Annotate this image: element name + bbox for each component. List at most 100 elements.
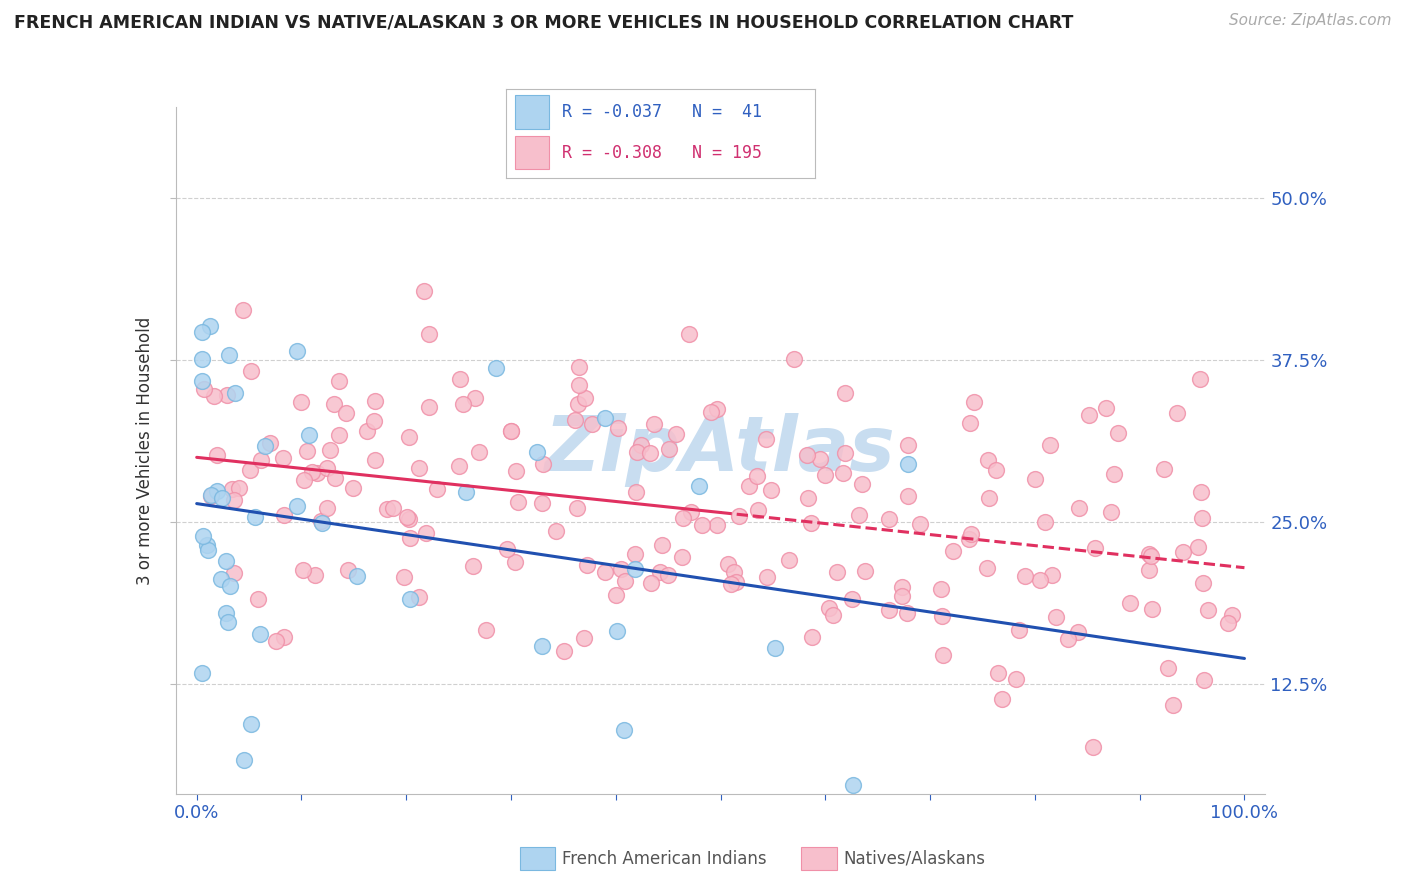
Point bbox=[544, 524, 567, 538]
Point bbox=[1187, 541, 1209, 555]
Point bbox=[309, 515, 332, 529]
Point bbox=[191, 325, 214, 339]
Point bbox=[755, 432, 778, 446]
Point bbox=[626, 445, 648, 459]
Point bbox=[1140, 549, 1163, 563]
Point bbox=[418, 327, 440, 342]
Point bbox=[640, 576, 662, 591]
Point bbox=[506, 495, 529, 509]
Point bbox=[1119, 596, 1142, 610]
Point bbox=[728, 509, 751, 524]
Point bbox=[986, 463, 1008, 477]
Point bbox=[623, 562, 645, 576]
Point bbox=[638, 446, 661, 460]
Point bbox=[834, 446, 856, 460]
Point bbox=[505, 464, 527, 478]
Point bbox=[987, 665, 1010, 680]
Point bbox=[665, 427, 688, 442]
Point bbox=[931, 609, 953, 624]
Point bbox=[723, 566, 745, 580]
Point bbox=[304, 567, 326, 582]
Point bbox=[273, 630, 295, 644]
Point bbox=[678, 327, 700, 342]
Point bbox=[700, 404, 723, 418]
Point bbox=[651, 539, 673, 553]
Point bbox=[783, 352, 806, 367]
Point bbox=[1039, 438, 1062, 452]
Point bbox=[1040, 567, 1063, 582]
Point bbox=[531, 496, 554, 510]
Point bbox=[564, 413, 586, 427]
Point bbox=[574, 391, 596, 405]
Point bbox=[1222, 608, 1244, 623]
Point bbox=[1192, 673, 1215, 688]
Point bbox=[363, 414, 385, 428]
Point bbox=[398, 512, 420, 526]
Text: Natives/Alaskans: Natives/Alaskans bbox=[844, 850, 986, 868]
Point bbox=[614, 574, 637, 588]
Point bbox=[688, 479, 710, 493]
Point bbox=[505, 555, 527, 569]
Point bbox=[1142, 602, 1164, 616]
Point bbox=[191, 374, 214, 388]
Point bbox=[335, 406, 357, 420]
Point bbox=[568, 360, 591, 375]
Point bbox=[607, 421, 630, 435]
Point bbox=[1191, 510, 1213, 524]
Point bbox=[1029, 573, 1052, 587]
Point bbox=[630, 438, 652, 452]
Point bbox=[1107, 426, 1129, 441]
Point bbox=[240, 364, 263, 378]
Point bbox=[1024, 472, 1046, 486]
Point bbox=[191, 666, 214, 681]
Point bbox=[530, 640, 553, 654]
Point bbox=[931, 648, 953, 662]
Point bbox=[572, 631, 595, 645]
Point bbox=[418, 401, 440, 415]
Point bbox=[624, 484, 647, 499]
Point bbox=[215, 388, 238, 402]
Point bbox=[328, 374, 350, 388]
Point bbox=[593, 410, 616, 425]
Point bbox=[323, 470, 346, 484]
Point bbox=[1197, 603, 1219, 617]
Point bbox=[1056, 632, 1078, 646]
Point bbox=[606, 624, 628, 639]
Point bbox=[259, 436, 281, 450]
Point bbox=[1045, 610, 1067, 624]
Point bbox=[399, 591, 422, 606]
Point bbox=[468, 445, 491, 459]
Point bbox=[233, 753, 256, 767]
Point bbox=[756, 569, 779, 583]
Point bbox=[832, 466, 855, 480]
Point bbox=[931, 582, 953, 596]
Point bbox=[319, 442, 342, 457]
Point bbox=[908, 516, 931, 531]
Point bbox=[221, 482, 243, 496]
Point bbox=[1014, 569, 1036, 583]
Point bbox=[738, 479, 761, 493]
Text: FRENCH AMERICAN INDIAN VS NATIVE/ALASKAN 3 OR MORE VEHICLES IN HOUSEHOLD CORRELA: FRENCH AMERICAN INDIAN VS NATIVE/ALASKAN… bbox=[14, 13, 1073, 31]
Point bbox=[294, 473, 316, 487]
Point bbox=[197, 543, 219, 558]
Point bbox=[724, 574, 747, 589]
Point bbox=[1191, 485, 1213, 500]
Point bbox=[526, 445, 548, 459]
Point bbox=[475, 623, 498, 637]
Point bbox=[979, 491, 1001, 505]
Point bbox=[1191, 576, 1213, 591]
Point bbox=[605, 588, 627, 602]
Point bbox=[778, 552, 800, 566]
Point bbox=[565, 500, 588, 515]
Point bbox=[1099, 504, 1122, 518]
Point bbox=[706, 401, 728, 416]
Point bbox=[976, 560, 998, 574]
Point bbox=[553, 644, 575, 658]
Point bbox=[363, 393, 385, 408]
Point bbox=[307, 466, 329, 480]
Point bbox=[239, 463, 262, 477]
Point bbox=[897, 489, 920, 503]
Point bbox=[364, 453, 387, 467]
Point bbox=[877, 603, 900, 617]
Point bbox=[568, 378, 591, 392]
